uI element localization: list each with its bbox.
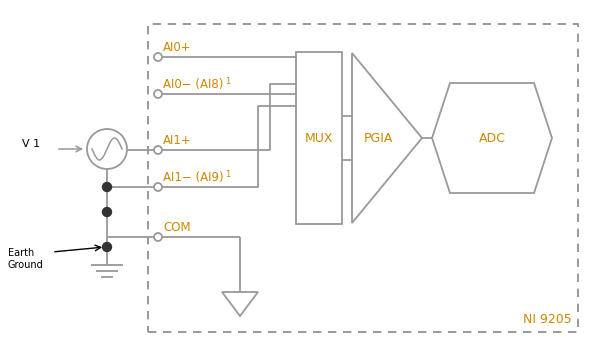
Text: ADC: ADC xyxy=(478,132,506,145)
Polygon shape xyxy=(432,83,552,193)
Text: PGIA: PGIA xyxy=(364,132,393,145)
Circle shape xyxy=(102,183,111,192)
Bar xyxy=(296,52,342,224)
Circle shape xyxy=(154,90,162,98)
Circle shape xyxy=(154,183,162,191)
Circle shape xyxy=(87,129,127,169)
Text: NI 9205: NI 9205 xyxy=(523,313,572,326)
Circle shape xyxy=(154,53,162,61)
Polygon shape xyxy=(222,292,258,316)
Text: MUX: MUX xyxy=(305,132,333,145)
Text: 1: 1 xyxy=(225,77,230,86)
Text: AI0− (AI8): AI0− (AI8) xyxy=(163,78,223,91)
Bar xyxy=(148,24,578,332)
Polygon shape xyxy=(352,53,422,223)
Circle shape xyxy=(102,242,111,251)
Text: Earth
Ground: Earth Ground xyxy=(8,248,44,270)
Text: AI0+: AI0+ xyxy=(163,41,192,54)
Text: V 1: V 1 xyxy=(22,139,40,149)
Text: COM: COM xyxy=(163,221,191,234)
Circle shape xyxy=(102,208,111,216)
Circle shape xyxy=(154,146,162,154)
Text: AI1+: AI1+ xyxy=(163,134,192,147)
Text: AI1− (AI9): AI1− (AI9) xyxy=(163,171,224,184)
Text: 1: 1 xyxy=(225,170,230,179)
Circle shape xyxy=(154,233,162,241)
